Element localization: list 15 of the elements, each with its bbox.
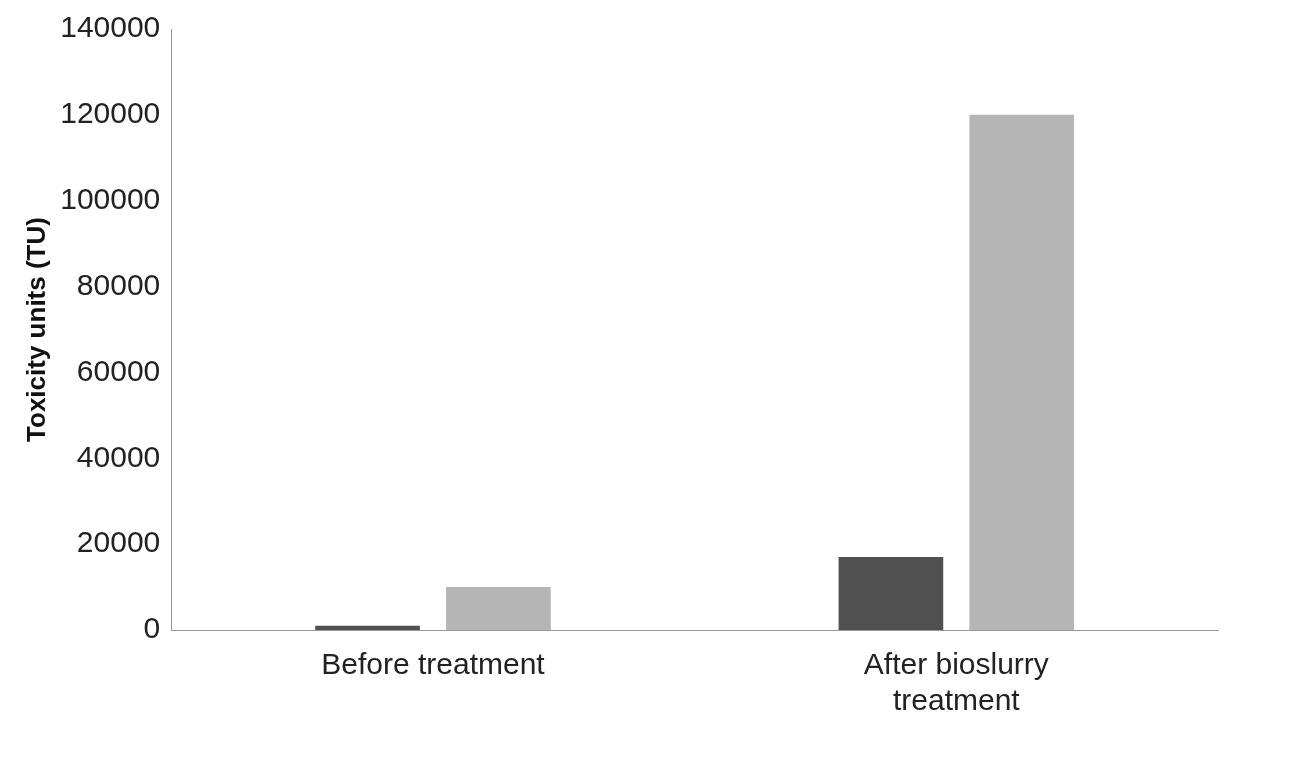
x-tick-label: After bioslurry treatment (863, 647, 1049, 717)
y-tick-label: 60000 (76, 353, 161, 387)
y-tick-label: 120000 (60, 96, 161, 130)
y-tick-label: 0 (143, 611, 161, 645)
y-tick-label: 80000 (76, 267, 161, 301)
bar (969, 114, 1075, 630)
y-axis-title: Toxicity units (TU) (20, 217, 51, 442)
bar (838, 557, 944, 630)
bar (446, 587, 551, 630)
x-tick-label: Before treatment (321, 647, 546, 681)
y-tick-label: 140000 (60, 10, 161, 44)
y-tick-label: 100000 (60, 181, 161, 215)
y-tick-label: 40000 (76, 439, 161, 473)
bar (315, 625, 420, 630)
y-tick-label: 20000 (76, 525, 161, 559)
